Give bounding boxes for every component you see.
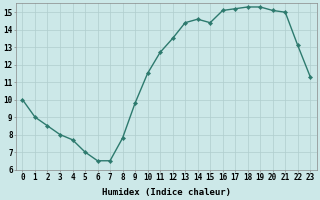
X-axis label: Humidex (Indice chaleur): Humidex (Indice chaleur) [102,188,231,197]
